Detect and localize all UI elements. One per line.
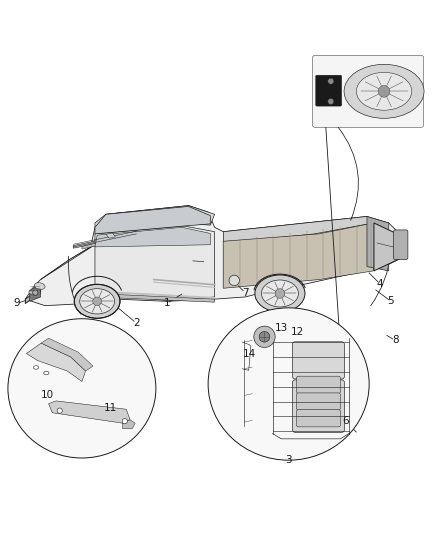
Circle shape: [229, 275, 240, 286]
Ellipse shape: [80, 289, 115, 314]
Text: 11: 11: [103, 403, 117, 413]
Circle shape: [328, 99, 334, 104]
Polygon shape: [95, 290, 215, 298]
Polygon shape: [82, 235, 130, 249]
Text: 8: 8: [392, 335, 399, 345]
Text: 10: 10: [41, 390, 53, 400]
Circle shape: [275, 289, 285, 298]
Polygon shape: [367, 216, 389, 271]
Text: 5: 5: [388, 296, 394, 306]
Polygon shape: [26, 343, 85, 382]
Circle shape: [259, 332, 270, 342]
Polygon shape: [41, 230, 149, 279]
Circle shape: [122, 418, 127, 424]
FancyBboxPatch shape: [293, 380, 344, 432]
Polygon shape: [106, 233, 116, 238]
Polygon shape: [123, 419, 135, 429]
Text: 2: 2: [133, 318, 140, 328]
FancyBboxPatch shape: [393, 230, 408, 260]
Polygon shape: [374, 223, 402, 271]
FancyBboxPatch shape: [297, 410, 340, 427]
Ellipse shape: [357, 72, 412, 110]
Ellipse shape: [34, 282, 45, 289]
FancyBboxPatch shape: [297, 376, 340, 393]
Ellipse shape: [74, 284, 120, 318]
Ellipse shape: [261, 280, 298, 307]
Polygon shape: [223, 223, 374, 288]
Text: 9: 9: [13, 298, 20, 309]
Polygon shape: [73, 232, 136, 248]
Text: 6: 6: [342, 416, 349, 426]
Circle shape: [93, 297, 102, 305]
Polygon shape: [25, 206, 402, 305]
Text: 1: 1: [163, 298, 170, 309]
Polygon shape: [41, 338, 93, 371]
Ellipse shape: [208, 308, 369, 460]
Polygon shape: [25, 288, 41, 303]
Text: 4: 4: [377, 279, 383, 289]
Circle shape: [328, 78, 334, 84]
Text: 3: 3: [285, 455, 292, 465]
Ellipse shape: [33, 366, 39, 369]
FancyBboxPatch shape: [293, 342, 344, 379]
FancyBboxPatch shape: [297, 393, 340, 410]
Polygon shape: [95, 206, 215, 228]
Circle shape: [378, 85, 390, 97]
FancyBboxPatch shape: [313, 55, 424, 127]
Polygon shape: [95, 294, 215, 302]
Polygon shape: [95, 206, 210, 234]
Circle shape: [254, 326, 275, 348]
Ellipse shape: [8, 319, 156, 458]
Polygon shape: [223, 216, 374, 243]
Ellipse shape: [29, 290, 37, 295]
Polygon shape: [49, 401, 130, 423]
Text: 14: 14: [243, 349, 256, 359]
Text: 12: 12: [291, 327, 304, 337]
Ellipse shape: [44, 372, 49, 375]
Ellipse shape: [344, 64, 424, 118]
Text: 13: 13: [275, 324, 288, 333]
Polygon shape: [95, 226, 215, 301]
Circle shape: [57, 408, 62, 413]
Polygon shape: [95, 228, 210, 247]
FancyBboxPatch shape: [316, 75, 342, 106]
Polygon shape: [30, 284, 41, 301]
Text: 7: 7: [242, 288, 248, 297]
Ellipse shape: [255, 275, 305, 312]
Circle shape: [33, 290, 38, 295]
